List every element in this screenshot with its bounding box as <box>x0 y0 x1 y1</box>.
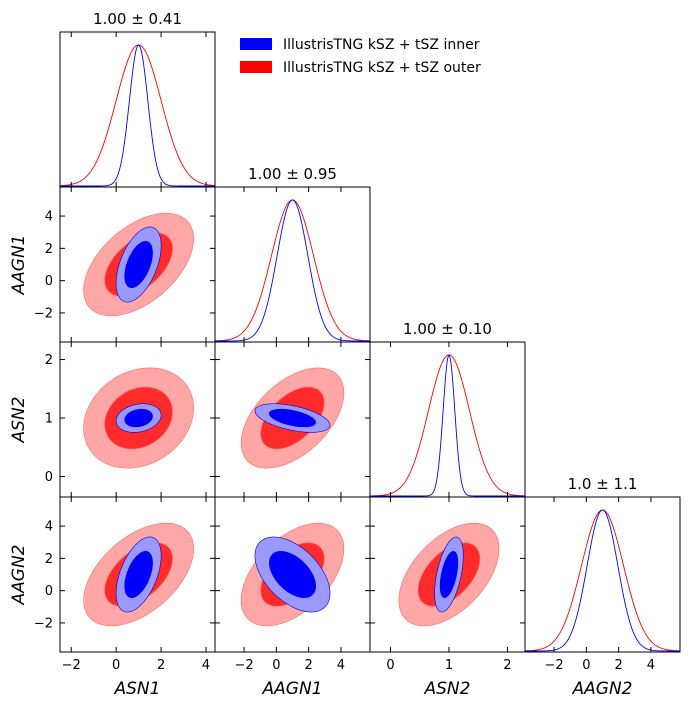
panel-frame <box>369 341 526 498</box>
x-tick-label-ASN2: 2 <box>503 658 511 673</box>
panel-ASN1-ASN2 <box>83 367 194 469</box>
legend-label-outer: IllustrisTNG kSZ + tSZ outer <box>283 60 481 76</box>
x-tick-label-ASN1: 0 <box>112 658 120 673</box>
y-tick-label-ASN2: 2 <box>45 353 53 368</box>
x-tick-label-ASN1: −2 <box>62 658 81 673</box>
legend-swatch-inner <box>240 38 272 50</box>
y-tick-label-AAGN2: 0 <box>45 584 53 599</box>
contour-ASN1-AAGN2-inner-68 <box>124 551 153 598</box>
marginal-AAGN2-outer <box>525 509 680 652</box>
panel-frame <box>59 31 216 188</box>
y-tick-label-AAGN2: 4 <box>45 520 53 535</box>
x-tick-label-AAGN1: 4 <box>337 658 345 673</box>
legend-label-inner: IllustrisTNG kSZ + tSZ inner <box>283 37 480 53</box>
panel-AAGN1-AAGN2 <box>240 522 345 627</box>
x-tick-label-AAGN1: −2 <box>234 658 253 673</box>
panel-frame <box>214 186 371 343</box>
panel-ASN1-AAGN1 <box>83 212 194 317</box>
x-axis-label-ASN2: ASN2 <box>424 679 471 699</box>
y-tick-label-AAGN2: −2 <box>34 616 53 631</box>
y-tick-label-ASN2: 1 <box>45 412 53 427</box>
y-tick-label-AAGN1: −2 <box>34 306 53 321</box>
y-tick-label-AAGN1: 4 <box>45 210 53 225</box>
y-tick-label-AAGN1: 2 <box>45 242 53 257</box>
panel-AAGN2-AAGN2 <box>525 509 680 652</box>
contour-ASN1-AAGN1-inner-68 <box>124 241 153 288</box>
contour-AAGN1-ASN2-inner-68 <box>269 408 316 428</box>
contour-ASN1-ASN2-inner-68 <box>124 408 153 428</box>
marginal-ASN1-inner <box>60 44 215 187</box>
panel-AAGN1-ASN2 <box>240 367 345 469</box>
marginal-title-AAGN2: 1.0 ± 1.1 <box>568 475 638 493</box>
x-tick-label-ASN1: 4 <box>202 658 210 673</box>
y-tick-label-AAGN2: 2 <box>45 552 53 567</box>
contour-ASN2-AAGN2-inner-68 <box>439 551 459 598</box>
marginal-ASN2-outer <box>370 354 525 497</box>
marginal-ASN2-inner <box>370 354 525 497</box>
x-tick-label-AAGN2: 4 <box>647 658 655 673</box>
contour-AAGN1-AAGN2-inner-68 <box>269 551 316 598</box>
panel-ASN1-ASN1 <box>60 44 215 187</box>
x-tick-label-AAGN1: 2 <box>305 658 313 673</box>
x-tick-label-ASN1: 2 <box>157 658 165 673</box>
marginal-AAGN1-outer <box>215 199 370 342</box>
x-axis-label-AAGN1: AAGN1 <box>262 679 323 699</box>
y-tick-label-AAGN1: 0 <box>45 274 53 289</box>
panel-AAGN1-AAGN1 <box>215 199 370 342</box>
marginal-title-ASN2: 1.00 ± 0.10 <box>403 320 492 338</box>
x-axis-label-ASN1: ASN1 <box>114 679 161 699</box>
panel-ASN2-ASN2 <box>370 354 525 497</box>
y-tick-label-ASN2: 0 <box>45 470 53 485</box>
marginal-AAGN1-inner <box>215 199 370 342</box>
x-tick-label-ASN2: 0 <box>386 658 394 673</box>
x-tick-label-AAGN1: 0 <box>272 658 280 673</box>
marginal-title-AAGN1: 1.00 ± 0.95 <box>248 165 337 183</box>
marginal-AAGN2-inner <box>525 509 680 652</box>
x-axis-label-AAGN2: AAGN2 <box>572 679 633 699</box>
y-axis-label-AAGN2: AAGN2 <box>9 545 29 606</box>
x-tick-label-ASN2: 1 <box>445 658 453 673</box>
marginal-title-ASN1: 1.00 ± 0.41 <box>93 10 182 28</box>
x-tick-label-AAGN2: −2 <box>544 658 563 673</box>
y-axis-label-AAGN1: AAGN1 <box>9 235 29 296</box>
x-tick-label-AAGN2: 2 <box>615 658 623 673</box>
panel-ASN2-AAGN2 <box>398 522 500 627</box>
x-tick-label-AAGN2: 0 <box>582 658 590 673</box>
marginal-ASN1-outer <box>60 44 215 187</box>
legend: IllustrisTNG kSZ + tSZ inner IllustrisTNG… <box>240 37 481 76</box>
legend-swatch-outer <box>240 61 272 73</box>
panel-frame <box>524 496 681 653</box>
panel-ASN1-AAGN2 <box>83 522 194 627</box>
y-axis-label-ASN2: ASN2 <box>9 397 29 444</box>
